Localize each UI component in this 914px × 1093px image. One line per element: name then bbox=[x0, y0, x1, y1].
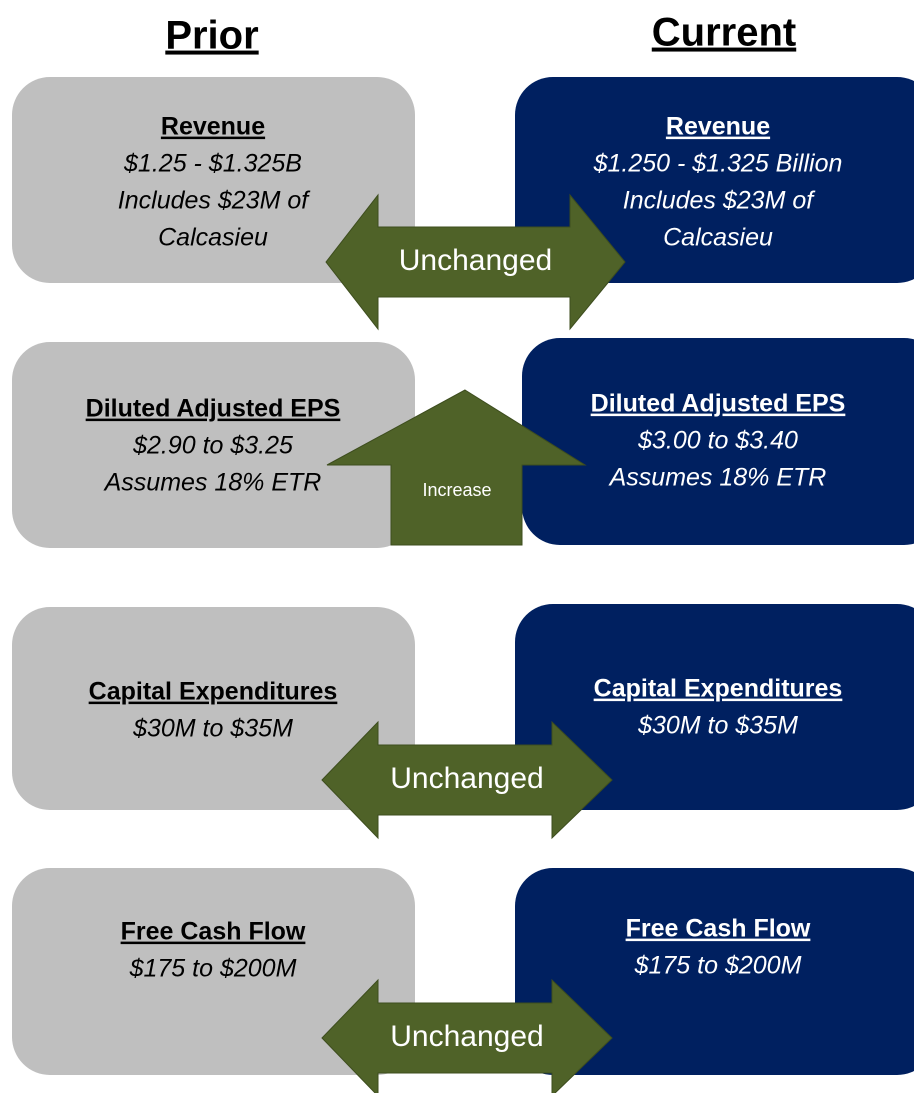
current-title: Diluted Adjusted EPS bbox=[591, 390, 846, 418]
prior-line: $30M to $35M bbox=[132, 715, 293, 743]
arrow-label: Unchanged bbox=[390, 1020, 543, 1053]
prior-box bbox=[12, 607, 415, 810]
arrow-label: Unchanged bbox=[390, 762, 543, 795]
current-line: $3.00 to $3.40 bbox=[637, 427, 798, 455]
prior-title: Diluted Adjusted EPS bbox=[86, 395, 341, 423]
double-arrow bbox=[321, 720, 613, 840]
current-box bbox=[515, 77, 914, 283]
current-title: Free Cash Flow bbox=[626, 915, 811, 943]
prior-box bbox=[12, 77, 415, 283]
prior-line: Includes $23M of bbox=[118, 187, 311, 215]
prior-title: Free Cash Flow bbox=[121, 918, 306, 946]
current-box bbox=[515, 604, 914, 810]
current-line: Includes $23M of bbox=[623, 187, 816, 215]
prior-title: Revenue bbox=[161, 113, 265, 141]
current-title: Capital Expenditures bbox=[594, 675, 843, 703]
prior-box bbox=[12, 342, 415, 548]
prior-line: $175 to $200M bbox=[129, 955, 297, 983]
current-line: $30M to $35M bbox=[637, 712, 798, 740]
prior-line: $1.25 - $1.325B bbox=[123, 150, 302, 178]
prior-title: Capital Expenditures bbox=[89, 678, 338, 706]
current-line: Assumes 18% ETR bbox=[608, 464, 827, 492]
up-arrow bbox=[326, 389, 587, 546]
current-box bbox=[515, 868, 914, 1075]
prior-header: Prior bbox=[165, 14, 258, 58]
current-line: $175 to $200M bbox=[634, 952, 802, 980]
current-line: Calcasieu bbox=[663, 224, 773, 252]
current-line: $1.250 - $1.325 Billion bbox=[593, 150, 843, 178]
double-arrow bbox=[325, 193, 626, 331]
arrow-label: Increase bbox=[422, 480, 491, 500]
current-box bbox=[522, 338, 914, 545]
current-title: Revenue bbox=[666, 113, 770, 141]
prior-line: Calcasieu bbox=[158, 224, 268, 252]
double-arrow bbox=[321, 978, 613, 1093]
prior-line: $2.90 to $3.25 bbox=[132, 432, 293, 460]
prior-line: Assumes 18% ETR bbox=[103, 469, 322, 497]
current-header: Current bbox=[652, 11, 796, 55]
arrow-label: Unchanged bbox=[399, 244, 552, 277]
prior-box bbox=[12, 868, 415, 1075]
